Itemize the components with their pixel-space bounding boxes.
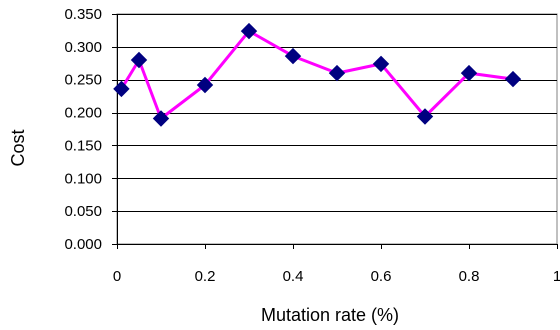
y-tick-label: 0.300	[64, 39, 102, 56]
data-point-marker	[113, 80, 130, 98]
y-tick-label: 0.000	[64, 236, 102, 253]
data-point-marker	[372, 55, 390, 73]
y-axis-title: Cost	[8, 129, 28, 166]
x-tick-label: 1	[553, 268, 560, 285]
data-point-marker	[130, 51, 148, 69]
data-point-marker	[416, 108, 434, 125]
data-point-marker	[284, 47, 302, 65]
x-tick-label: 0.8	[459, 268, 480, 285]
plot-area	[116, 13, 558, 245]
data-point-marker	[240, 22, 258, 40]
data-point-marker	[152, 110, 170, 127]
y-tick-label: 0.200	[64, 105, 102, 122]
x-axis-tick-labels: 0 0.2 0.4 0.6 0.8 1	[113, 268, 560, 285]
x-tick-label: 0.6	[371, 268, 392, 285]
x-tick-label: 0	[113, 268, 121, 285]
series-layer	[113, 22, 522, 127]
data-point-marker	[328, 64, 346, 82]
data-point-marker	[504, 70, 522, 88]
y-tick-label: 0.150	[64, 137, 102, 154]
x-tick-label: 0.2	[195, 268, 216, 285]
x-axis-title: Mutation rate (%)	[261, 305, 399, 325]
y-axis-tick-labels: 0.000 0.050 0.100 0.150 0.200 0.250 0.300 0.350	[64, 6, 102, 253]
y-tick-label: 0.350	[64, 6, 102, 23]
y-tick-label: 0.250	[64, 72, 102, 89]
x-tick-label: 0.4	[283, 268, 304, 285]
y-tick-label: 0.050	[64, 203, 102, 220]
data-point-marker	[460, 64, 478, 82]
data-point-marker	[196, 76, 214, 94]
axes	[112, 14, 558, 249]
y-tick-label: 0.100	[64, 170, 102, 187]
